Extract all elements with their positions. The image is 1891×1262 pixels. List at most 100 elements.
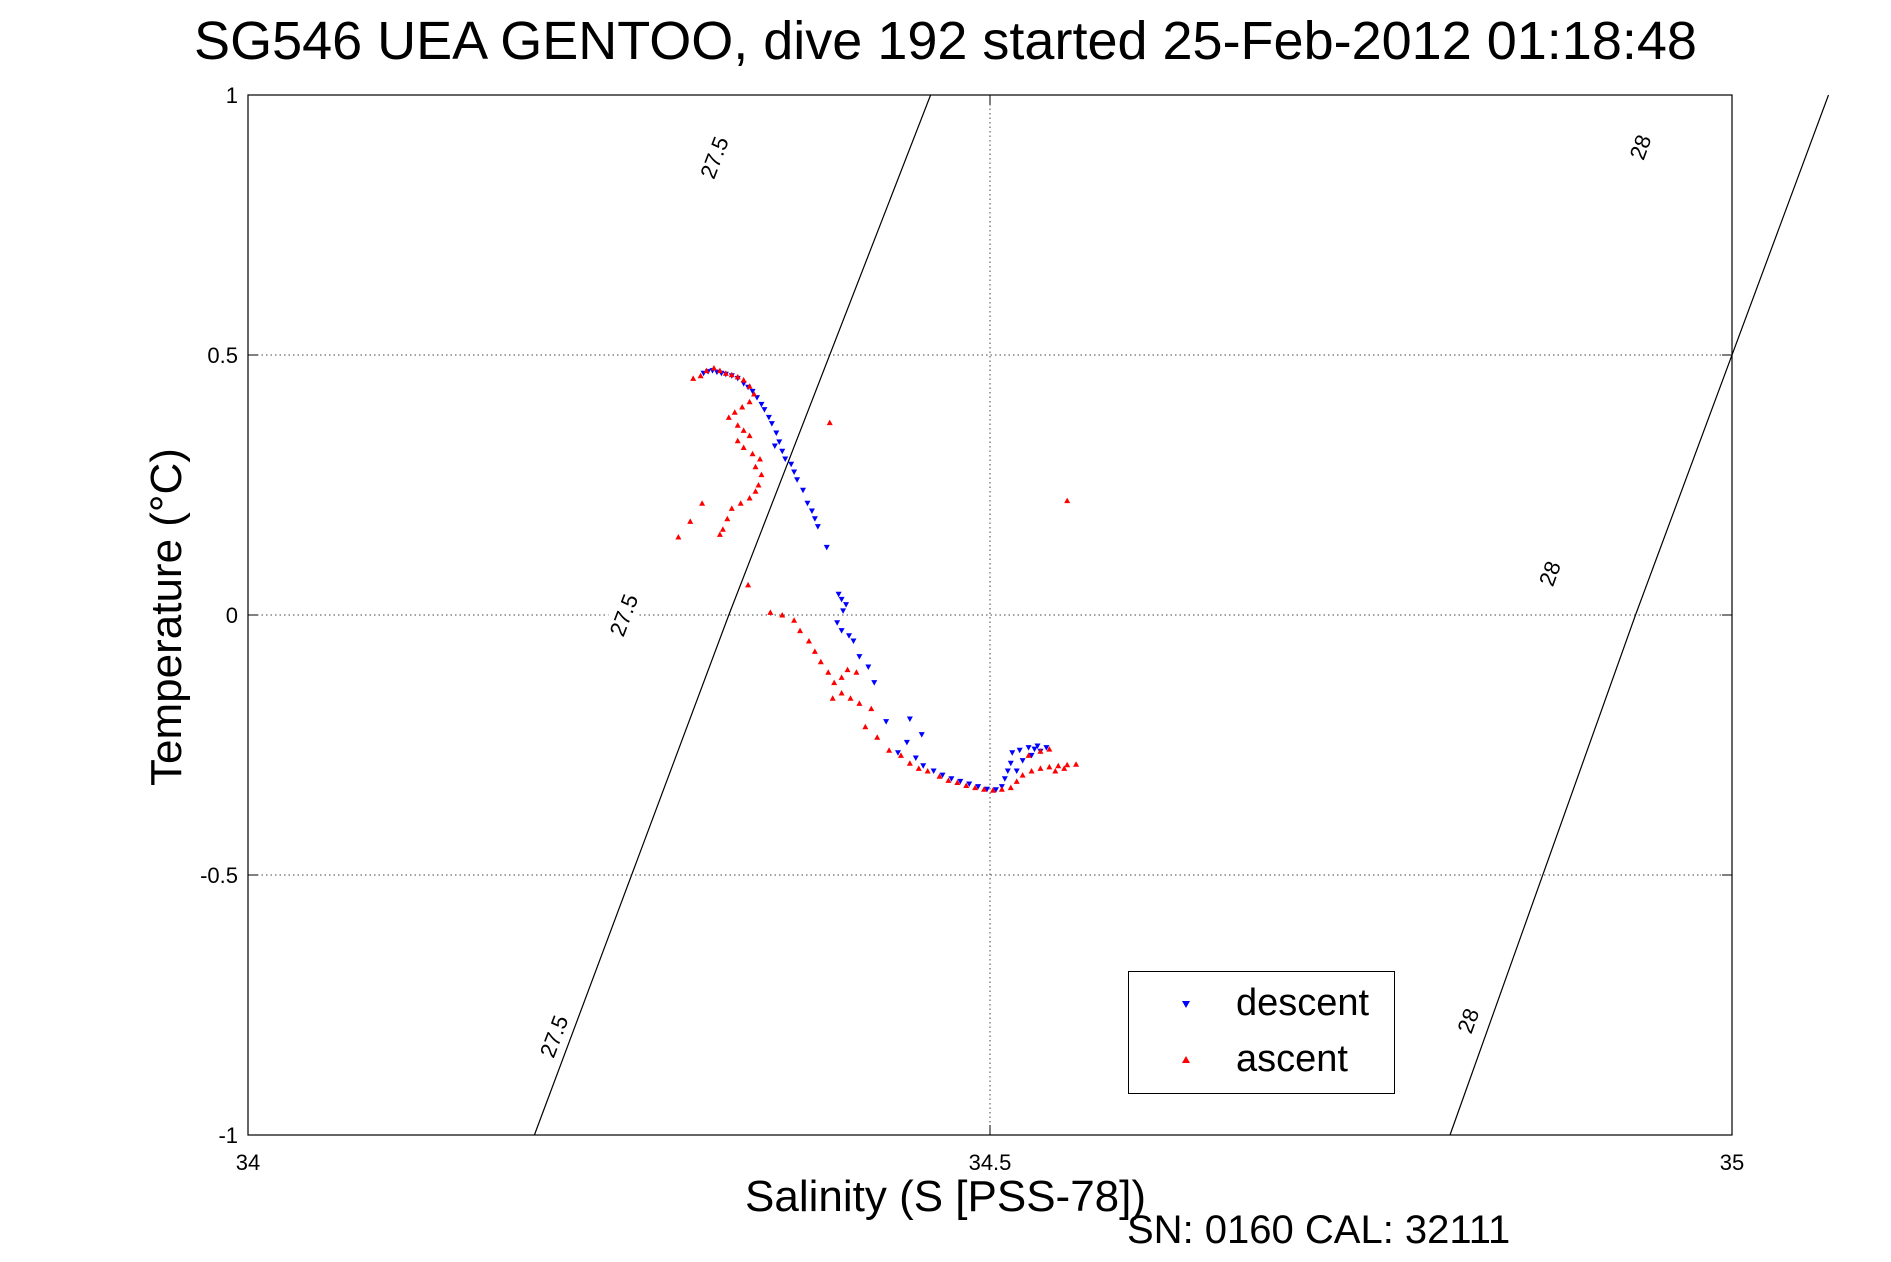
- descent-point: [1019, 758, 1026, 764]
- descent-point: [779, 448, 786, 455]
- descent-point: [749, 388, 756, 395]
- ascent-point: [817, 658, 824, 665]
- chart-title: SG546 UEA GENTOO, dive 192 started 25-Fe…: [194, 11, 1697, 71]
- ascent-point: [838, 674, 845, 680]
- ascent-point: [740, 427, 747, 433]
- descent-point: [754, 395, 761, 401]
- ascent-point: [791, 617, 798, 623]
- descent-point: [835, 591, 842, 598]
- ascent-point: [874, 734, 881, 740]
- y-tick-label: 0.5: [207, 343, 238, 368]
- descent-point: [838, 596, 845, 603]
- isopycnal-label-bg: [1616, 114, 1664, 180]
- ascent-point: [1064, 497, 1071, 504]
- descent-point: [920, 763, 927, 769]
- ascent-point: [1007, 784, 1014, 791]
- descent-point: [975, 784, 982, 790]
- isopycnal-line: [533, 94, 932, 1136]
- descent-point: [903, 739, 910, 746]
- ascent-point: [728, 505, 735, 511]
- ascent-point: [752, 463, 759, 470]
- descent-point: [871, 680, 878, 686]
- ascent-point: [998, 786, 1005, 792]
- ascent-point: [734, 422, 741, 428]
- y-tick-label: -1: [218, 1123, 238, 1148]
- legend-marker-ascent: [1182, 1056, 1190, 1063]
- descent-point: [918, 732, 925, 738]
- ascent-point: [954, 779, 961, 785]
- descent-point: [768, 421, 775, 427]
- ascent-point: [897, 752, 904, 758]
- descent-point: [1004, 768, 1011, 774]
- ascent-point: [749, 450, 756, 457]
- ascent-point: [924, 768, 931, 774]
- ascent-point: [844, 666, 851, 673]
- axes-layer: 34 34.5 35 -1 -0.5 0 0.5 1: [200, 83, 1744, 1175]
- descent-point: [840, 608, 847, 614]
- descent-point: [788, 461, 795, 468]
- descent-point: [808, 508, 815, 514]
- descent-point: [906, 716, 913, 722]
- legend-label-descent: descent: [1236, 982, 1370, 1024]
- descent-point: [930, 768, 937, 774]
- ascent-point: [1025, 752, 1032, 758]
- descent-point: [1043, 745, 1050, 751]
- descent-point: [811, 516, 818, 522]
- isopycnal-label-bg: [1444, 987, 1492, 1054]
- descent-point: [773, 430, 780, 436]
- descent-point: [1025, 745, 1032, 751]
- descent-point: [865, 664, 872, 670]
- ascent-point: [746, 383, 753, 389]
- ascent-point: [725, 414, 732, 420]
- ascent-point: [722, 370, 729, 376]
- legend-marker-descent: [1182, 1001, 1190, 1008]
- ascent-point: [886, 747, 893, 753]
- ascent-point: [1046, 746, 1053, 752]
- descent-point: [823, 544, 830, 551]
- descent-point: [939, 772, 946, 779]
- ascent-point: [856, 700, 863, 706]
- ascent-point: [945, 777, 952, 783]
- ascent-point: [731, 409, 738, 415]
- ascent-point: [703, 367, 710, 374]
- ascent-point: [989, 787, 996, 793]
- ascent-point: [1019, 772, 1026, 778]
- ascent-point: [724, 515, 731, 522]
- descent-point: [1028, 752, 1035, 759]
- x-tick-label: 34.5: [969, 1150, 1012, 1175]
- ascent-point: [745, 581, 752, 588]
- ascent-point: [758, 471, 765, 478]
- descent-point: [850, 638, 857, 644]
- ascent-point: [746, 398, 753, 405]
- ascent-point: [1055, 762, 1062, 769]
- ascent-point: [728, 371, 735, 378]
- ascent-point: [1037, 748, 1044, 754]
- descent-point: [838, 628, 845, 634]
- ascent-point: [1073, 761, 1080, 767]
- x-axis-label: Salinity (S [PSS-78]): [745, 1172, 1147, 1221]
- descent-point: [912, 755, 919, 761]
- ascent-point: [755, 482, 762, 488]
- ascent-point: [853, 669, 860, 675]
- descent-point: [843, 602, 850, 608]
- ascent-point: [1052, 768, 1059, 774]
- serial-cal-label: SN: 0160 CAL: 32111: [1127, 1208, 1511, 1252]
- descent-point: [740, 381, 747, 387]
- descent-point: [894, 750, 901, 756]
- descent-point: [957, 778, 964, 785]
- ascent-point: [779, 612, 786, 618]
- y-tick-label: 0: [226, 603, 238, 628]
- points-layer: [675, 365, 1080, 793]
- ascent-point: [767, 609, 774, 615]
- ascent-point: [740, 444, 747, 451]
- descent-point: [765, 414, 772, 421]
- isopycnal-label-bg: [690, 124, 738, 191]
- ascent-point: [716, 367, 723, 374]
- y-tick-label: 1: [226, 83, 238, 108]
- isopycnal-line: [1449, 94, 1830, 1136]
- ascent-point: [719, 526, 726, 532]
- ascent-point: [699, 500, 706, 506]
- legend-label-ascent: ascent: [1236, 1038, 1348, 1080]
- ascent-point: [981, 786, 988, 792]
